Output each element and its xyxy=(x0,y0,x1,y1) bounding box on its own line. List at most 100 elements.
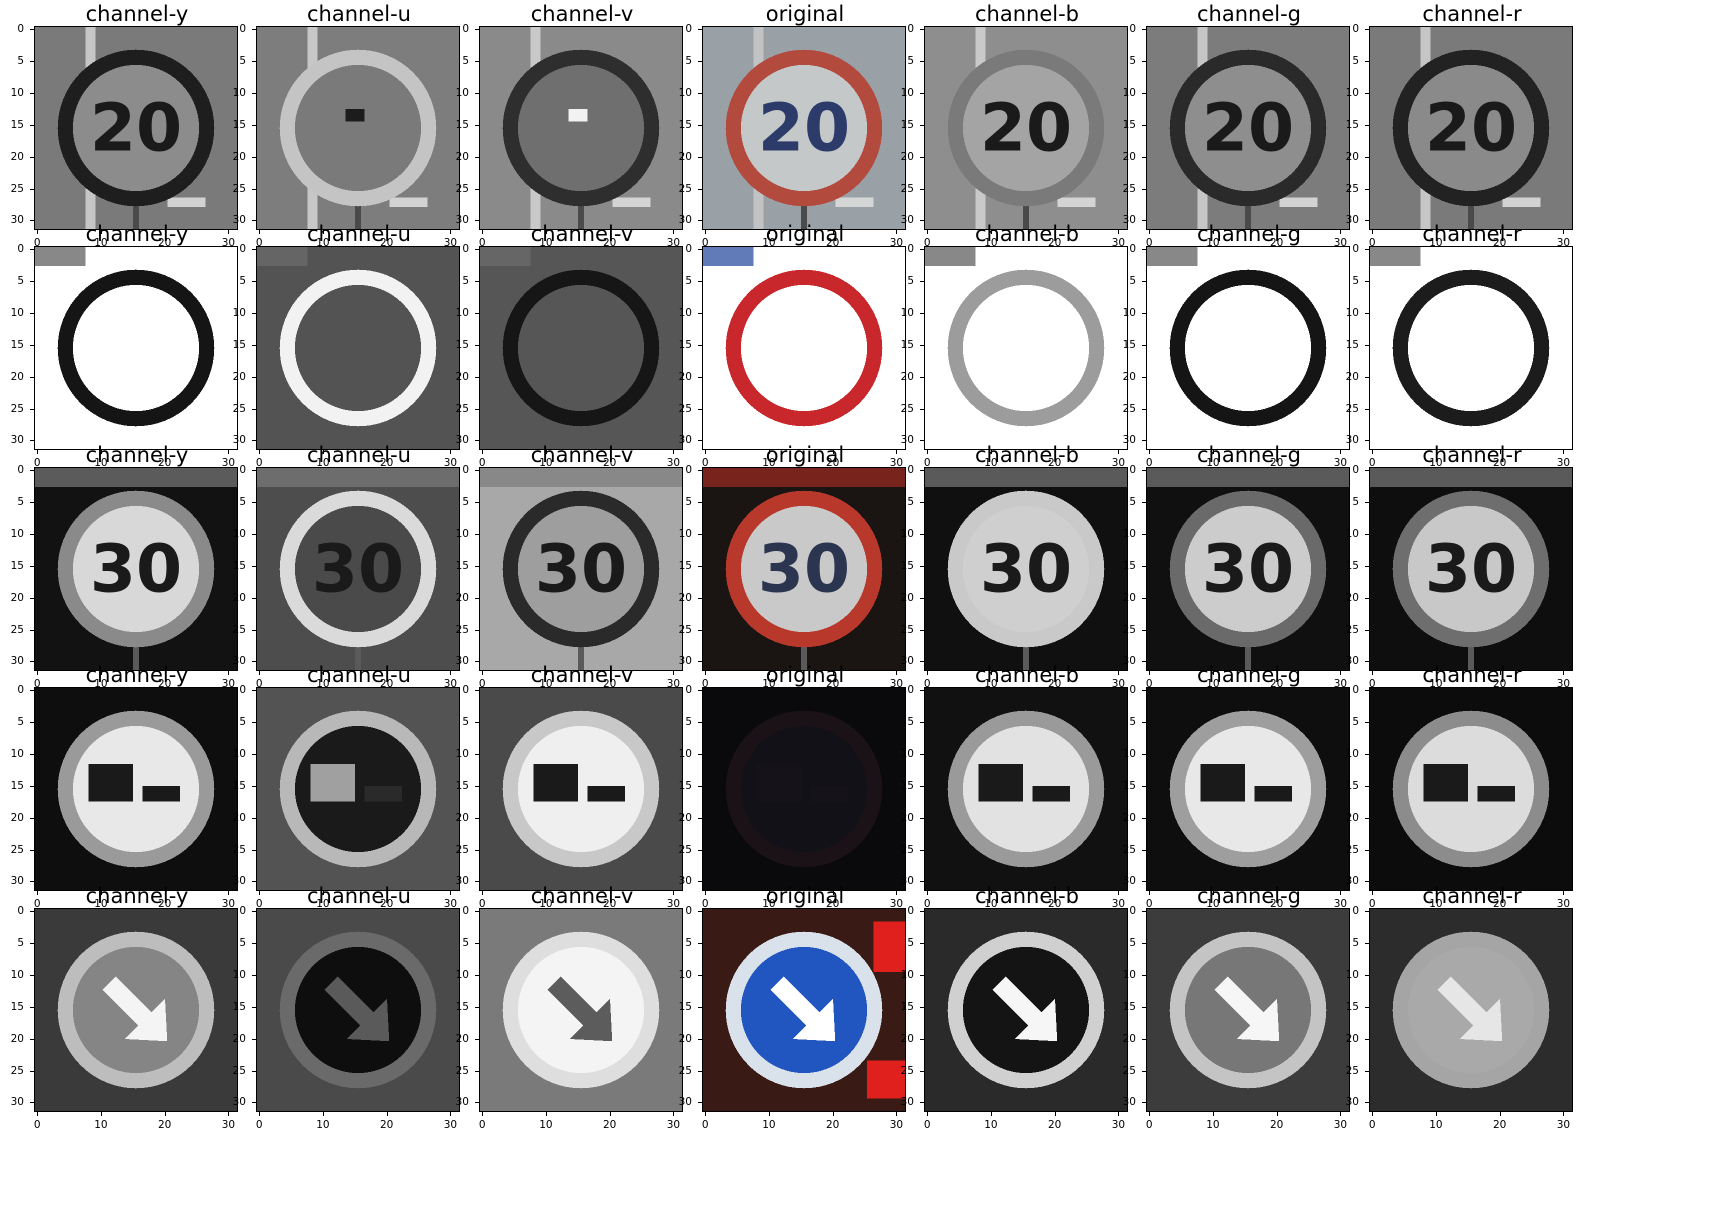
y-tick-label: 0 xyxy=(1129,684,1136,697)
x-tick-mark xyxy=(482,450,484,454)
x-tick-label: 30 xyxy=(666,1119,681,1131)
y-tick-mark xyxy=(252,440,256,442)
y-tick-label: 10 xyxy=(678,86,692,99)
y-tick-label: 25 xyxy=(1122,843,1136,856)
y-tick-mark xyxy=(30,408,34,410)
x-tick-mark xyxy=(1054,1112,1056,1116)
y-tick-mark xyxy=(475,753,479,755)
y-tick-label: 5 xyxy=(462,275,469,288)
panel-speed-limit-30-channel-v: channel-v 30 0 5 10 15 20 25 30 0 10 20 30 xyxy=(445,443,691,694)
y-tick-label: 10 xyxy=(900,747,914,760)
x-tick-mark xyxy=(896,671,898,675)
y-tick-label: 25 xyxy=(10,843,24,856)
image-axes xyxy=(1146,908,1350,1112)
y-tick-label: 15 xyxy=(1122,559,1136,572)
y-tick-label: 30 xyxy=(1345,434,1359,447)
y-tick-mark xyxy=(920,1006,924,1008)
y-tick-label: 20 xyxy=(900,370,914,383)
y-tick-mark xyxy=(252,974,256,976)
x-tick-mark xyxy=(259,450,261,454)
y-tick-label: 20 xyxy=(900,811,914,824)
x-tick-mark xyxy=(545,891,547,895)
y-tick-mark xyxy=(698,1070,702,1072)
y-tick-label: 20 xyxy=(455,591,469,604)
y-tick-mark xyxy=(252,533,256,535)
x-tick-label: 10 xyxy=(1206,1119,1220,1131)
y-tick-mark xyxy=(252,61,256,63)
y-tick-label: 0 xyxy=(17,464,24,477)
y-tick-mark xyxy=(252,753,256,755)
y-tick-mark xyxy=(475,312,479,314)
y-tick-label: 5 xyxy=(1129,937,1136,950)
y-tick-mark xyxy=(30,974,34,976)
y-tick-mark xyxy=(475,440,479,442)
y-tick-label: 0 xyxy=(462,905,469,918)
x-tick-label: 30 xyxy=(443,1119,458,1131)
y-tick-mark xyxy=(475,220,479,222)
y-tick-mark xyxy=(252,220,256,222)
y-tick-mark xyxy=(1365,785,1369,787)
y-tick-label: 0 xyxy=(239,464,246,477)
x-tick-label: 20 xyxy=(1048,457,1062,469)
y-tick-label: 20 xyxy=(455,150,469,163)
y-tick-label: 0 xyxy=(239,243,246,256)
x-tick-mark xyxy=(705,891,707,895)
y-tick-label: 15 xyxy=(1122,338,1136,351)
x-tick-mark xyxy=(832,230,834,234)
sign-image xyxy=(480,27,682,229)
y-tick-label: 5 xyxy=(462,496,469,509)
x-tick-mark xyxy=(896,1112,898,1116)
y-tick-mark xyxy=(30,61,34,63)
sign-image: 30 xyxy=(703,468,905,670)
y-tick-mark xyxy=(30,29,34,31)
y-tick-mark xyxy=(698,690,702,692)
y-tick-label: 20 xyxy=(1122,370,1136,383)
image-axes xyxy=(1369,246,1573,450)
y-tick-label: 30 xyxy=(900,434,914,447)
x-tick-label: 10 xyxy=(539,457,553,469)
y-tick-mark xyxy=(1142,92,1146,94)
x-tick-mark xyxy=(768,891,770,895)
panel-speed-limit-30-channel-g: channel-g 30 0 5 10 15 20 25 30 0 10 20 30 xyxy=(1112,443,1358,694)
y-tick-label: 15 xyxy=(232,338,246,351)
y-tick-label: 15 xyxy=(232,779,246,792)
y-tick-label: 10 xyxy=(900,306,914,319)
y-tick-label: 10 xyxy=(232,527,246,540)
x-tick-mark xyxy=(1499,450,1501,454)
y-tick-mark xyxy=(698,565,702,567)
y-tick-label: 20 xyxy=(900,150,914,163)
y-tick-mark xyxy=(1365,533,1369,535)
x-tick-label: 30 xyxy=(1111,898,1126,910)
image-axes: 30 xyxy=(702,467,906,671)
y-tick-label: 30 xyxy=(10,875,24,888)
y-tick-label: 5 xyxy=(239,275,246,288)
y-tick-label: 25 xyxy=(1122,623,1136,636)
panel-no-overtaking-trucks-channel-u: channel-u 0 5 10 15 20 25 30 0 10 20 30 xyxy=(222,663,468,914)
panel-no-overtaking-trucks-channel-g: channel-g 0 5 10 15 20 25 30 0 10 20 30 xyxy=(1112,663,1358,914)
image-axes: 20 xyxy=(1146,26,1350,230)
y-tick-mark xyxy=(1365,344,1369,346)
y-tick-label: 5 xyxy=(239,937,246,950)
y-tick-mark xyxy=(1142,61,1146,63)
y-tick-label: 30 xyxy=(678,875,692,888)
y-tick-mark xyxy=(475,881,479,883)
x-tick-label: 20 xyxy=(1270,457,1284,469)
y-tick-label: 15 xyxy=(678,338,692,351)
y-tick-mark xyxy=(698,502,702,504)
y-tick-mark xyxy=(1142,408,1146,410)
image-axes xyxy=(479,26,683,230)
sign-image: 30 xyxy=(257,468,459,670)
x-tick-mark xyxy=(832,450,834,454)
y-tick-mark xyxy=(698,849,702,851)
x-tick-mark xyxy=(1118,671,1120,675)
sign-image: 20 xyxy=(703,27,905,229)
y-tick-mark xyxy=(475,722,479,724)
x-tick-label: 10 xyxy=(316,898,330,910)
x-tick-mark xyxy=(450,230,452,234)
x-tick-label: 10 xyxy=(1206,898,1220,910)
y-tick-mark xyxy=(698,1038,702,1040)
y-tick-label: 30 xyxy=(10,434,24,447)
panel-title: channel-r xyxy=(1422,884,1522,908)
y-tick-label: 5 xyxy=(239,496,246,509)
y-tick-mark xyxy=(475,661,479,663)
